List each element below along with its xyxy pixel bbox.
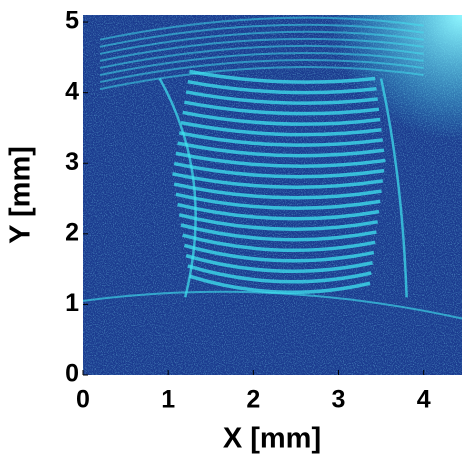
y-axis-label: Y [mm]: [5, 146, 37, 244]
y-tick-label: 5: [65, 7, 79, 35]
x-tick-label: 1: [161, 386, 175, 414]
chart: X [mm] Y [mm] 0 1 2 3 4 0 1 2 3 4 5: [0, 0, 462, 457]
y-tick-label: 1: [65, 289, 79, 317]
image-area: [83, 15, 462, 375]
y-tick-label: 2: [65, 218, 79, 246]
x-tick-label: 0: [76, 386, 90, 414]
x-tick-label: 4: [417, 386, 431, 414]
x-axis-label: X [mm]: [223, 423, 321, 455]
x-tick-label: 3: [332, 386, 346, 414]
x-tick-label: 2: [246, 386, 260, 414]
y-tick-label: 3: [65, 148, 79, 176]
y-tick-label: 4: [65, 77, 79, 105]
bright-corner: [83, 15, 462, 375]
y-tick-label: 0: [65, 360, 79, 388]
